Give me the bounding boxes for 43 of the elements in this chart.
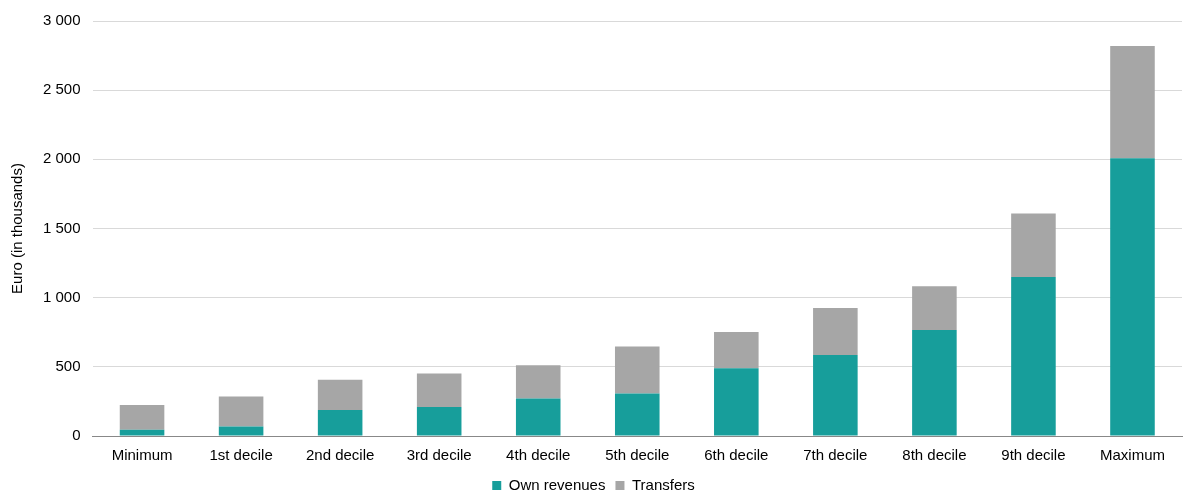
bar (1011, 213, 1056, 277)
bar (614, 393, 660, 436)
bar (317, 379, 363, 410)
y-tick-label: 1 000 (42, 287, 81, 305)
bar (1110, 158, 1155, 436)
x-tick-label: 6th decile (704, 446, 769, 464)
bar (714, 368, 759, 436)
bar (714, 331, 759, 369)
legend-label: Transfers (631, 475, 695, 493)
x-tick-label: 4th decile (506, 446, 571, 464)
x-tick-label: 5th decile (605, 446, 670, 464)
bar (912, 329, 957, 436)
x-tick-label: 1st decile (209, 446, 273, 464)
y-tick-label: 2 000 (42, 149, 81, 167)
bar (515, 398, 561, 436)
bar (119, 429, 165, 436)
bar (614, 346, 660, 394)
x-tick-label: 2nd decile (305, 446, 375, 464)
bar (218, 396, 264, 427)
x-tick-label: 9th decile (1001, 446, 1066, 464)
y-tick-label: 1 500 (42, 218, 81, 236)
x-tick-label: 8th decile (902, 446, 967, 464)
bar (416, 406, 462, 436)
bar (515, 365, 561, 399)
bar (416, 373, 462, 407)
bar (119, 404, 165, 430)
y-tick-label: 2 500 (42, 80, 81, 98)
bar (912, 286, 957, 330)
x-tick-label: 7th decile (803, 446, 868, 464)
bar (1011, 276, 1056, 436)
x-tick-label: 3rd decile (406, 446, 472, 464)
bar (1110, 45, 1155, 159)
bar (218, 426, 264, 436)
legend-label: Own revenues (508, 475, 606, 493)
bar (317, 409, 363, 436)
y-axis-title: Euro (in thousands) (8, 163, 26, 294)
y-tick-label: 500 (55, 356, 81, 374)
bar (813, 308, 858, 355)
x-tick-label: Maximum (1099, 446, 1165, 464)
x-tick-label: Minimum (111, 446, 173, 464)
bar (813, 354, 858, 436)
y-tick-label: 0 (72, 426, 81, 444)
y-tick-label: 3 000 (42, 11, 81, 29)
